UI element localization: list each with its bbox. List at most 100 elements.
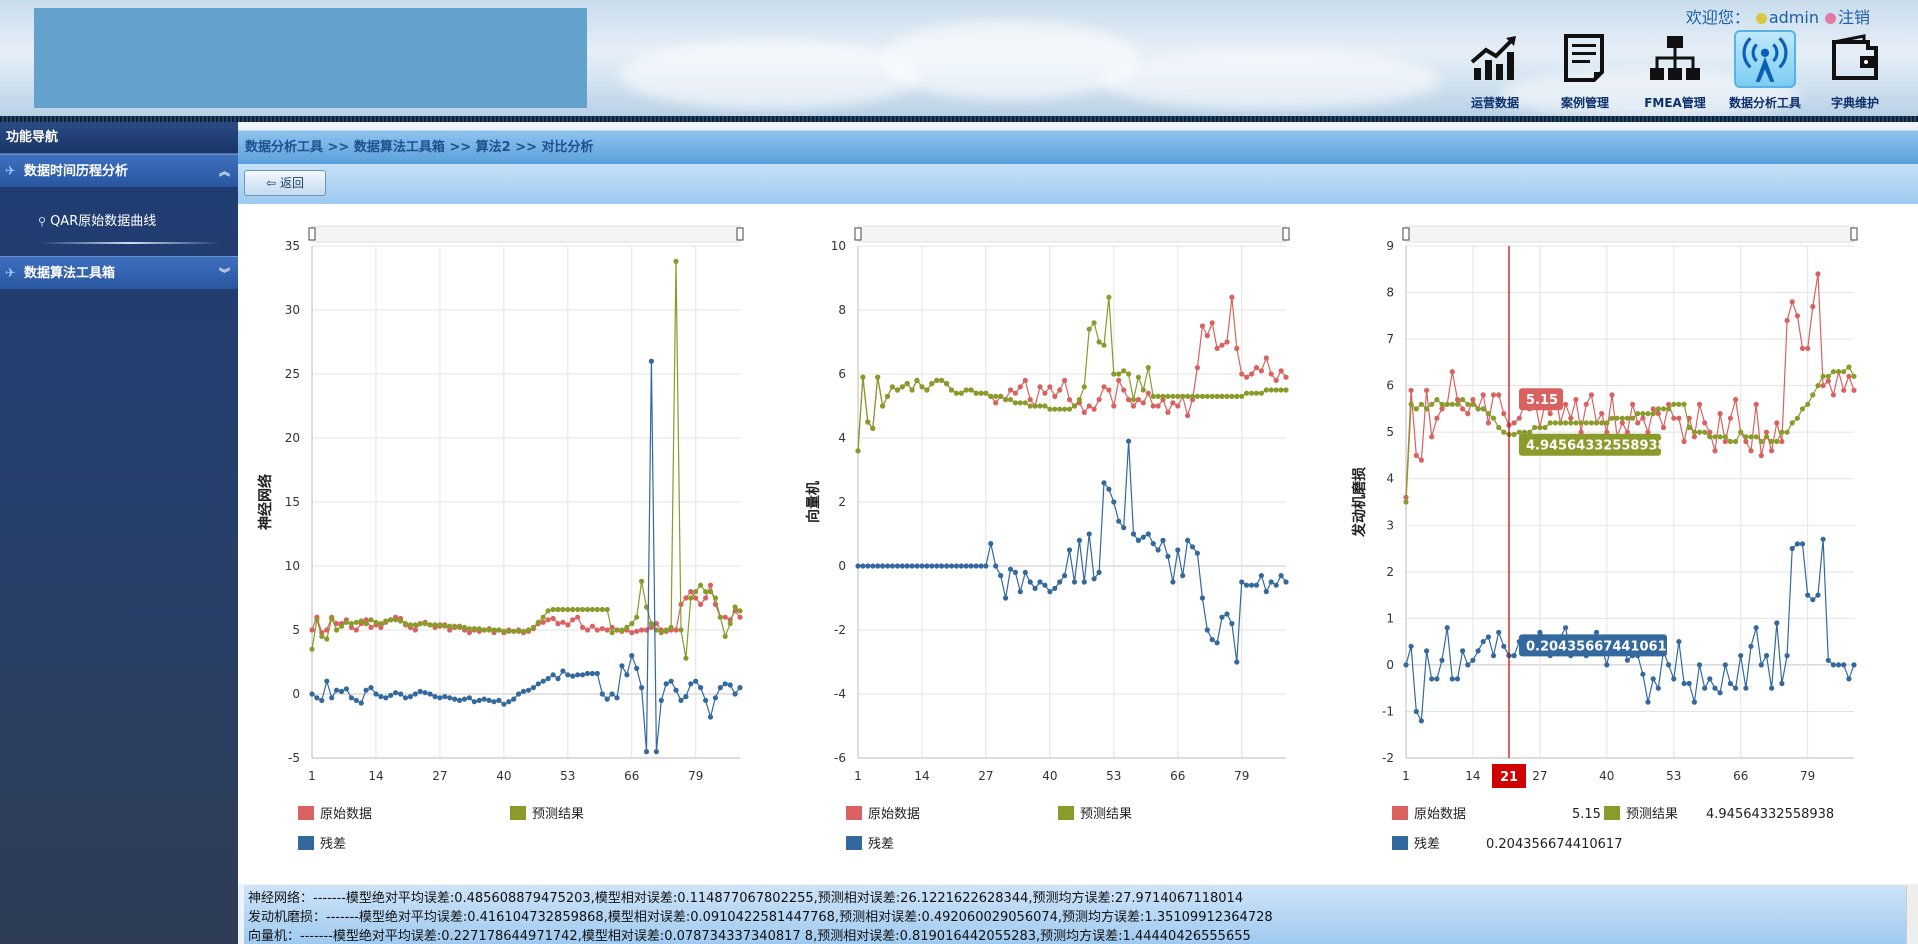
bar-chart-growth-icon [1470,36,1516,80]
data-point-residual [1027,579,1033,585]
y-tick-label: 10 [285,559,300,573]
chevron-up-icon[interactable]: ︽ [219,165,230,178]
username[interactable]: admin [1768,8,1819,27]
data-point-residual [442,694,448,700]
data-point-residual [461,696,468,702]
data-point-predict [442,623,448,629]
data-point-residual [1666,662,1672,668]
data-point-predict [407,622,413,628]
data-point-raw [1418,457,1424,463]
nav-dictionary-maintenance[interactable]: 字典维护 [1816,28,1894,114]
data-point-predict [963,387,969,393]
data-point-raw [1062,377,1068,383]
data-point-predict [594,606,600,613]
data-point-predict [1086,326,1092,332]
legend-label-raw: 原始数据 [320,807,372,822]
data-point-residual [875,563,881,569]
data-point-residual [983,563,989,569]
data-point-predict [648,621,654,627]
data-point-predict [924,387,930,393]
sidebar-title: 功能导航 [0,122,238,154]
data-point-raw [1434,415,1440,421]
data-point-predict [584,606,591,613]
data-point-predict [1121,368,1127,374]
data-point-predict [575,606,581,613]
data-point-predict [1830,369,1836,375]
data-point-residual [1037,579,1043,585]
data-point-raw [722,614,728,620]
sidebar-group-time-history[interactable]: ✈ 数据时间历程分析 ︽ [0,154,238,188]
data-point-residual [599,691,605,697]
data-point-raw [363,617,369,623]
data-point-predict [639,578,645,584]
nav-operations-data[interactable]: 运营数据 [1456,28,1534,114]
data-point-predict [1820,373,1826,379]
data-point-predict [1496,424,1502,431]
data-point-residual [988,541,994,547]
data-point-raw [1516,415,1522,421]
data-point-predict [1180,393,1186,399]
navigator-handle-left [308,227,316,241]
data-point-residual [683,694,689,700]
chart-engine-wear[interactable]: -2 -1 0 1 2 3 4 5 6 7 8 9 1 14 27 40 53 66 79 发动机磨损 21 5.15 4.… [1332,204,1906,884]
data-point-predict [309,646,315,652]
data-point-raw [1155,403,1161,409]
data-point-predict [1799,406,1806,412]
data-point-raw [1126,397,1132,403]
nav-case-management[interactable]: 案例管理 [1546,28,1624,114]
data-point-predict [1743,434,1749,440]
data-point-raw [353,627,359,633]
data-point-residual [412,691,418,697]
data-point-residual [1784,653,1790,659]
chevron-down-icon[interactable]: ︾ [219,267,230,280]
back-button[interactable]: ⇦ 返回 [244,170,326,196]
data-point-predict [1707,434,1713,440]
data-point-residual [501,701,507,707]
data-point-residual [1799,541,1806,547]
data-point-raw [1150,403,1156,409]
nav-fmea-management[interactable]: FMEA管理 [1636,28,1714,114]
sidebar-divider [40,242,220,244]
summary-scrollbar[interactable] [1906,885,1918,944]
data-point-raw [1017,384,1023,390]
logout-link[interactable]: 注销 [1837,8,1870,27]
data-point-residual [1160,537,1166,543]
data-point-predict [609,630,615,636]
data-point-raw [447,627,453,633]
data-point-predict [1485,411,1491,417]
data-point-residual [1501,643,1507,649]
data-point-predict [1460,397,1466,403]
tooltip-value-raw: 5.15 [1526,393,1558,408]
data-point-residual [722,681,728,687]
data-point-predict [1037,403,1043,409]
data-point-residual [535,681,541,687]
data-point-predict [1815,383,1821,389]
data-point-residual [904,563,910,569]
data-point-residual [1779,680,1785,687]
data-point-raw [1841,387,1847,393]
sidebar-group-algorithm-toolbox[interactable]: ✈ 数据算法工具箱 ︾ [0,256,238,290]
data-point-predict [1794,415,1800,421]
x-tick-label: 14 [1465,769,1480,783]
data-point-residual [1722,662,1728,668]
sidebar-item-qar-curve[interactable]: ⚲ QAR原始数据曲线 [38,210,156,229]
nav-data-analysis-tools[interactable]: 数据分析工具 [1726,28,1804,114]
data-point-raw [1660,424,1667,431]
data-point-residual [1126,438,1132,444]
data-point-residual [1671,676,1677,682]
data-point-predict [511,628,517,634]
data-point-residual [1224,611,1230,617]
x-tick-label: 1 [854,769,862,783]
data-point-predict [1185,393,1191,399]
antenna-icon: ⚲ [38,215,47,228]
data-point-predict [1249,390,1255,396]
data-point-predict [1532,424,1538,431]
data-point-residual [1846,676,1852,682]
x-tick-label: 79 [1800,769,1815,783]
data-point-residual [914,563,920,569]
data-point-residual [1794,541,1800,547]
data-point-raw [584,627,591,633]
data-point-predict [1130,397,1137,403]
